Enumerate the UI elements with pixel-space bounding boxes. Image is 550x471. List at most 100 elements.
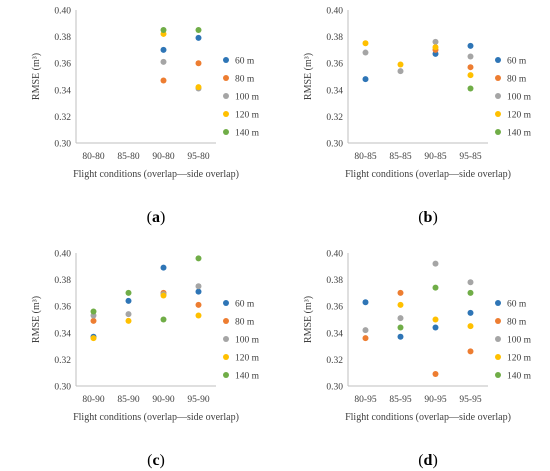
legend-marker xyxy=(495,318,501,324)
data-point xyxy=(432,324,439,331)
data-point xyxy=(160,316,167,323)
x-axis-label: Flight conditions (overlap—side overlap) xyxy=(345,169,511,180)
x-tick-label: 90-85 xyxy=(424,152,446,162)
legend-label: 120 m xyxy=(235,354,260,364)
data-point xyxy=(362,76,369,83)
y-tick-label: 0.36 xyxy=(54,303,71,313)
y-tick-label: 0.38 xyxy=(54,276,71,286)
y-axis-label: RMSE (m³) xyxy=(31,53,42,100)
panel-label-open-paren: ( xyxy=(418,452,423,469)
data-point xyxy=(90,308,97,315)
chart-panel-c: 0.30 0.32 0.34 0.36 0.38 0.40 80-90 85-90 90-90 9… xyxy=(31,250,260,470)
legend-marker xyxy=(223,336,229,342)
x-tick-label: 95-95 xyxy=(459,395,481,405)
y-tick-label: 0.32 xyxy=(54,356,71,366)
y-tick-label: 0.32 xyxy=(326,113,343,123)
data-point xyxy=(467,64,474,71)
data-point xyxy=(432,284,439,291)
data-point xyxy=(160,264,167,271)
panel-label-letter: a xyxy=(152,209,160,226)
y-tick-label: 0.40 xyxy=(54,7,71,17)
data-point xyxy=(432,38,439,45)
data-point xyxy=(397,61,404,68)
data-point xyxy=(432,260,439,267)
legend-marker xyxy=(223,129,229,135)
y-tick-label: 0.30 xyxy=(54,140,71,150)
legend-label: 60 m xyxy=(507,57,527,67)
legend-label: 80 m xyxy=(235,318,255,328)
panel-label-close-paren: ) xyxy=(160,452,165,469)
legend-label: 140 m xyxy=(507,129,532,139)
panel-label-close-paren: ) xyxy=(432,209,437,226)
data-point xyxy=(90,335,97,342)
chart-panel-a: 0.30 0.32 0.34 0.36 0.38 0.40 80-80 85-80 90-80 9… xyxy=(31,7,260,227)
data-point xyxy=(195,283,202,290)
y-tick-label: 0.38 xyxy=(326,33,343,43)
data-point xyxy=(195,60,202,67)
panel-label-letter: b xyxy=(424,209,433,226)
x-tick-label: 90-80 xyxy=(152,152,174,162)
x-tick-label: 80-85 xyxy=(354,152,376,162)
y-tick-label: 0.30 xyxy=(326,140,343,150)
data-point xyxy=(195,84,202,91)
x-tick-label: 80-80 xyxy=(82,152,104,162)
legend-label: 140 m xyxy=(235,129,260,139)
y-tick-label: 0.36 xyxy=(326,303,343,313)
data-point xyxy=(432,316,439,323)
legend-label: 100 m xyxy=(507,336,532,346)
data-point xyxy=(467,348,474,355)
legend-marker xyxy=(495,372,501,378)
panel-label-letter: d xyxy=(424,452,433,469)
y-tick-label: 0.32 xyxy=(326,356,343,366)
panel-label-open-paren: ( xyxy=(147,209,152,226)
panel-label: (b) xyxy=(418,209,438,226)
data-point xyxy=(432,44,439,51)
data-point xyxy=(160,77,167,84)
y-tick-label: 0.40 xyxy=(54,250,71,260)
y-tick-label: 0.32 xyxy=(54,113,71,123)
data-point xyxy=(160,46,167,53)
legend-label: 140 m xyxy=(235,372,260,382)
panel-label-close-paren: ) xyxy=(160,209,165,226)
data-point xyxy=(195,301,202,308)
x-tick-label: 95-80 xyxy=(187,152,209,162)
data-point xyxy=(195,312,202,319)
data-point xyxy=(467,72,474,79)
data-point xyxy=(397,324,404,331)
data-point xyxy=(195,288,202,295)
legend-marker xyxy=(495,93,501,99)
legend-marker xyxy=(495,300,501,306)
legend-marker xyxy=(223,93,229,99)
panel-label-open-paren: ( xyxy=(418,209,423,226)
legend-label: 60 m xyxy=(507,300,527,310)
data-point xyxy=(467,323,474,330)
data-point xyxy=(362,49,369,56)
y-tick-label: 0.30 xyxy=(54,383,71,393)
data-point xyxy=(195,26,202,33)
legend-marker xyxy=(223,318,229,324)
y-tick-label: 0.34 xyxy=(54,86,71,96)
legend-marker xyxy=(495,75,501,81)
legend-label: 120 m xyxy=(507,111,532,121)
data-point xyxy=(467,309,474,316)
x-tick-label: 85-85 xyxy=(389,152,411,162)
y-tick-label: 0.34 xyxy=(326,86,343,96)
legend-marker xyxy=(223,354,229,360)
legend-marker xyxy=(223,75,229,81)
legend-label: 60 m xyxy=(235,300,255,310)
data-point xyxy=(125,289,132,296)
legend-label: 80 m xyxy=(235,75,255,85)
data-point xyxy=(397,333,404,340)
data-point xyxy=(467,85,474,92)
y-tick-label: 0.34 xyxy=(54,329,71,339)
x-tick-label: 95-85 xyxy=(459,152,481,162)
y-axis-label: RMSE (m³) xyxy=(303,53,314,100)
data-point xyxy=(467,53,474,60)
y-tick-label: 0.40 xyxy=(326,7,343,17)
legend-label: 100 m xyxy=(235,93,260,103)
x-tick-label: 90-95 xyxy=(424,395,446,405)
data-point xyxy=(467,279,474,286)
panel-label-close-paren: ) xyxy=(432,452,437,469)
x-tick-label: 95-90 xyxy=(187,395,209,405)
